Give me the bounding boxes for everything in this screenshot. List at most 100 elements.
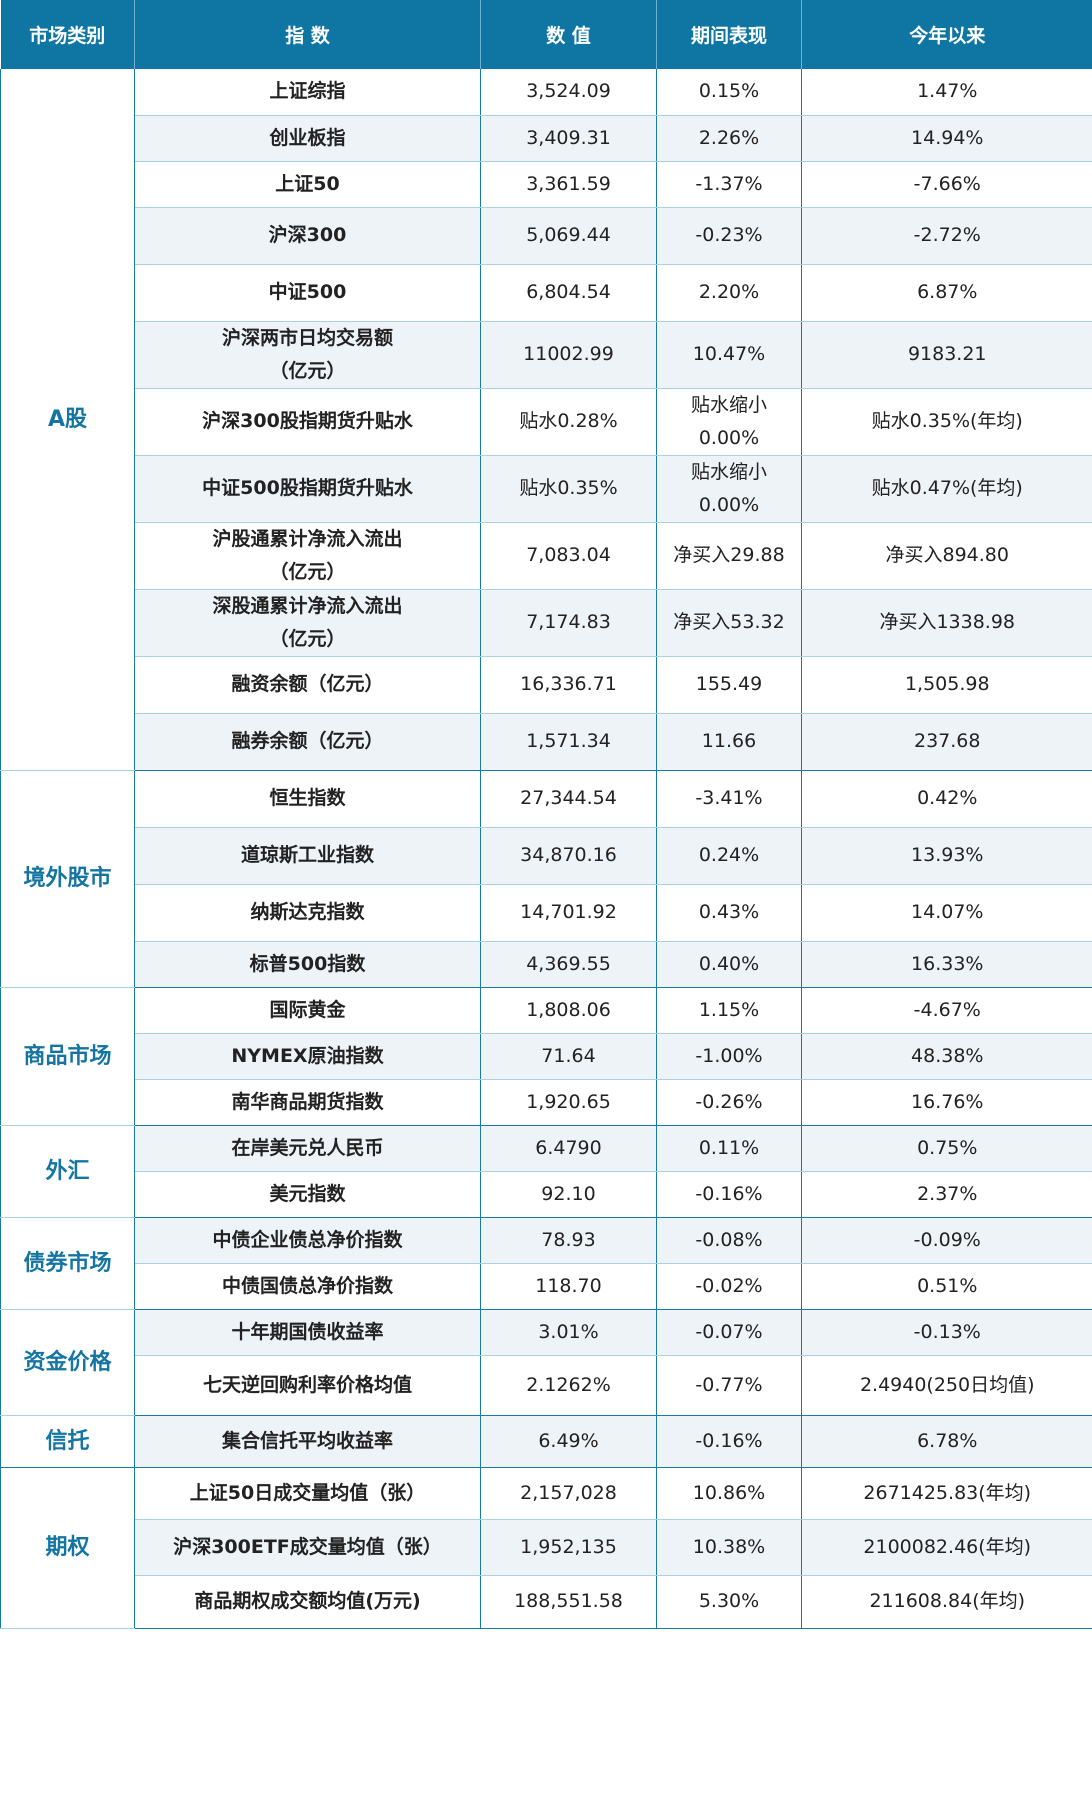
index-name-cell-line: （亿元） [269,627,346,650]
index-name-cell: 上证综指 [134,69,481,116]
ytd-cell: -0.13% [801,1309,1092,1356]
index-name-cell: 融资余额（亿元） [134,656,481,714]
ytd-cell: -2.72% [801,207,1092,265]
ytd-cell: 6.87% [801,264,1092,322]
category-cell: 境外股市 [0,770,135,988]
period-cell: 10.38% [656,1519,802,1576]
index-name-cell-line: 集合信托平均收益率 [221,1429,393,1452]
period-cell: 净买入29.88 [656,522,802,590]
index-name-cell: 国际黄金 [134,987,481,1034]
period-cell-line: 0.00% [698,493,760,516]
index-name-cell-line: 沪深两市日均交易额 [221,326,393,349]
period-cell-line: -0.26% [695,1090,763,1113]
category-cell: 债券市场 [0,1217,135,1310]
table-row: 债券市场 中债企业债总净价指数 78.93 -0.08% -0.09% [0,1217,1092,1310]
table-row: 七天逆回购利率价格均值 2.1262% -0.77% 2.4940(250日均值) [1,1355,1092,1416]
period-cell-line: 0.00% [698,426,760,449]
value-cell: 4,369.55 [480,941,657,988]
ytd-cell: 16.33% [801,941,1092,988]
index-name-cell: 纳斯达克指数 [134,884,481,942]
value-cell: 3,361.59 [480,161,657,208]
ytd-cell: 0.75% [801,1125,1092,1172]
table-row: 纳斯达克指数 14,701.92 0.43% 14.07% [1,884,1092,942]
index-name-cell: 中债国债总净价指数 [134,1263,481,1310]
ytd-cell: 211608.84(年均) [801,1575,1092,1629]
index-name-cell: 中证500 [134,264,481,322]
value-cell: 3,524.09 [480,69,657,116]
table-row: 道琼斯工业指数 34,870.16 0.24% 13.93% [1,827,1092,885]
ytd-cell: 2.4940(250日均值) [801,1355,1092,1416]
index-name-cell-line: 上证50 [275,172,340,195]
value-cell: 6.4790 [480,1125,657,1172]
period-cell-line: 2.20% [698,281,760,303]
index-name-cell-line: 中债国债总净价指数 [221,1274,393,1297]
index-name-cell-line: 中债企业债总净价指数 [212,1228,403,1251]
index-name-cell-line: 南华商品期货指数 [231,1090,384,1113]
value-cell: 92.10 [480,1171,657,1218]
table-row: 沪深300 5,069.44 -0.23% -2.72% [1,207,1092,265]
table-row: 标普500指数 4,369.55 0.40% 16.33% [1,941,1092,988]
category-cell: 外汇 [0,1125,135,1218]
table-row: A股 上证综指 3,524.09 0.15% 1.47% [0,69,1092,771]
index-name-cell: 沪股通累计净流入流出 （亿元） [134,522,481,590]
header-index: 指 数 [134,0,481,69]
index-name-cell-line: （亿元） [269,359,346,382]
period-cell-line: 10.47% [692,343,766,365]
index-name-cell: 商品期权成交额均值(万元) [134,1575,481,1629]
index-name-cell: 创业板指 [134,115,481,162]
period-cell-line: -0.16% [695,1182,763,1205]
index-name-cell-line: 沪深300 [268,224,347,246]
index-name-cell: 标普500指数 [134,941,481,988]
table-row: 融券余额（亿元） 1,571.34 11.66 237.68 [1,713,1092,771]
period-cell: 净买入53.32 [656,589,802,657]
header-period: 期间表现 [656,0,802,69]
value-cell: 7,083.04 [480,522,657,590]
index-name-cell: 十年期国债收益率 [134,1309,481,1356]
index-name-cell-line: 上证综指 [269,80,346,103]
table-row: 沪深两市日均交易额 （亿元） 11002.99 10.47% 9183.21 [1,321,1092,389]
ytd-cell: 净买入1338.98 [801,589,1092,657]
value-cell: 118.70 [480,1263,657,1310]
period-cell: 0.15% [656,69,802,116]
market-summary-table: 市场类别 指 数 数 值 期间表现 今年以来 A股 上证综指 3,524.09 0.1… [0,0,1092,1629]
ytd-cell: 1.47% [801,69,1092,116]
period-cell: 2.26% [656,115,802,162]
period-cell: -1.37% [656,161,802,208]
period-cell: -0.08% [656,1217,802,1264]
table-row: NYMEX原油指数 71.64 -1.00% 48.38% [1,1033,1092,1080]
value-cell: 11002.99 [480,321,657,389]
table-row: 南华商品期货指数 1,920.65 -0.26% 16.76% [1,1079,1092,1126]
period-cell: 1.15% [656,987,802,1034]
index-name-cell: 恒生指数 [134,770,481,828]
index-name-cell-line: 中证500 [268,281,347,303]
index-name-cell: 南华商品期货指数 [134,1079,481,1126]
table-row: 沪股通累计净流入流出 （亿元） 7,083.04 净买入29.88 净买入894.80 [1,522,1092,590]
period-cell-line: 0.24% [698,844,760,866]
category-cell: 期权 [0,1467,135,1629]
period-cell-line: 净买入29.88 [673,544,785,566]
value-cell: 2.1262% [480,1355,657,1416]
period-cell: -0.26% [656,1079,802,1126]
value-cell: 贴水0.35% [480,455,657,523]
index-name-cell: 沪深两市日均交易额 （亿元） [134,321,481,389]
table-row: 信托 集合信托平均收益率 6.49% -0.16% 6.78% [0,1415,1092,1468]
index-name-cell-line: 国际黄金 [269,998,346,1021]
ytd-cell: 16.76% [801,1079,1092,1126]
index-name-cell-line: 上证50日成交量均值（张） [189,1481,426,1504]
index-name-cell: NYMEX原油指数 [134,1033,481,1080]
value-cell: 27,344.54 [480,770,657,828]
ytd-cell: 1,505.98 [801,656,1092,714]
ytd-cell: 48.38% [801,1033,1092,1080]
ytd-cell: -0.09% [801,1217,1092,1264]
table-row: 境外股市 恒生指数 27,344.54 -3.41% 0.42% [0,770,1092,988]
header-value: 数 值 [480,0,657,69]
ytd-cell: 贴水0.35%(年均) [801,388,1092,456]
table-row: 商品期权成交额均值(万元) 188,551.58 5.30% 211608.84(年均… [1,1575,1092,1629]
ytd-cell: 2.37% [801,1171,1092,1218]
period-cell: 0.43% [656,884,802,942]
ytd-cell: 0.42% [801,770,1092,828]
ytd-cell: 2100082.46(年均) [801,1519,1092,1576]
period-cell-line: 1.15% [698,998,760,1021]
ytd-cell: 净买入894.80 [801,522,1092,590]
index-name-cell: 上证50日成交量均值（张） [134,1467,481,1520]
